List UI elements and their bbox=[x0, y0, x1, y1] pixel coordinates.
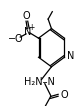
Text: +: + bbox=[28, 23, 34, 32]
Text: H₂N–N: H₂N–N bbox=[24, 77, 54, 87]
Text: O: O bbox=[15, 34, 22, 44]
Text: N: N bbox=[67, 51, 74, 61]
Text: O: O bbox=[22, 11, 30, 21]
Text: N: N bbox=[24, 27, 31, 37]
Text: −: − bbox=[8, 34, 16, 44]
Text: O: O bbox=[61, 90, 68, 100]
